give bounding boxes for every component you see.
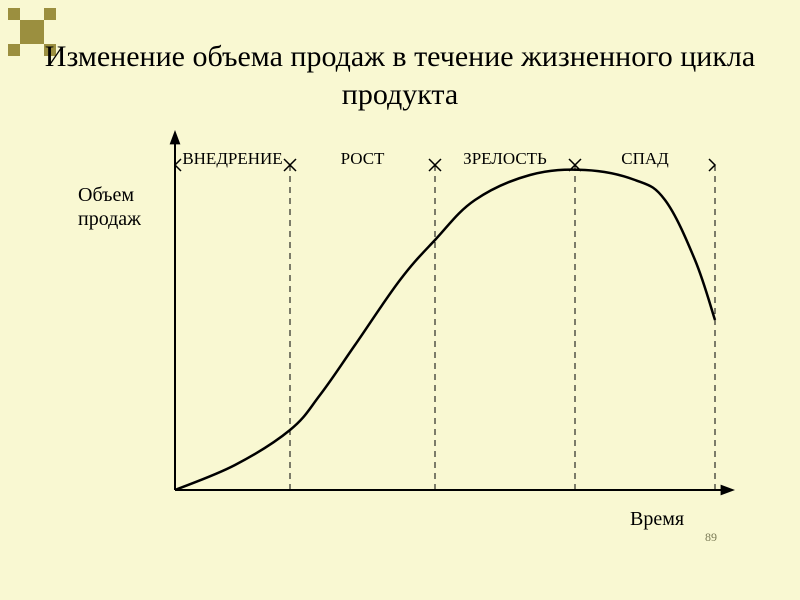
lifecycle-chart [155,120,745,515]
slide-title: Изменение объема продаж в течение жизнен… [0,38,800,113]
stage-label: ЗРЕЛОСТЬ [445,149,565,169]
slide: Изменение объема продаж в течение жизнен… [0,0,800,600]
stage-label: СПАД [585,149,705,169]
stage-label: РОСТ [303,149,423,169]
x-axis-label: Время [630,508,684,531]
y-axis-label: Объемпродаж [78,183,141,231]
stage-label: ВНЕДРЕНИЕ [173,149,293,169]
page-number: 89 [705,530,717,545]
